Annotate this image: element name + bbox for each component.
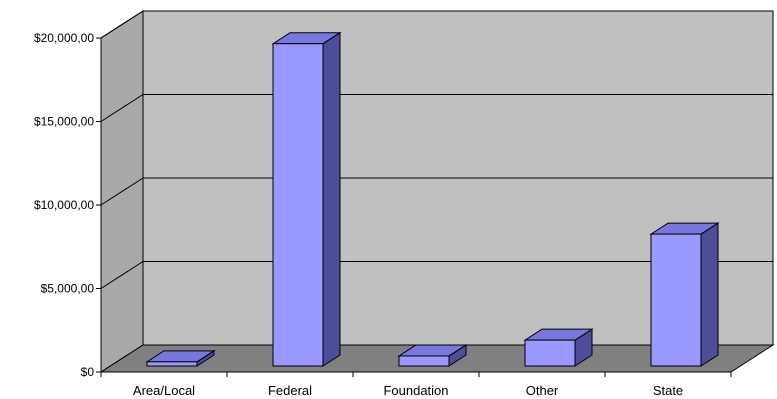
y-tick-label: $20,000,00 <box>34 31 94 45</box>
bar <box>145 349 216 367</box>
y-tick-label: $15,000,00 <box>34 115 94 129</box>
bar-front <box>146 361 198 367</box>
x-category-label: Area/Local <box>133 383 195 398</box>
bar-front <box>524 339 576 367</box>
x-category-label: Other <box>526 383 559 398</box>
x-category-label: State <box>653 383 683 398</box>
x-category-label: Federal <box>268 383 312 398</box>
y-axis-ticks: $0 $5,000,00 $10,000,00 $15,000,00 $20,000,0… <box>34 31 101 379</box>
bar <box>397 344 468 367</box>
bar-side <box>322 31 341 367</box>
y-tick-label: $10,000,00 <box>34 198 94 212</box>
bar <box>523 328 594 367</box>
bars <box>145 31 720 367</box>
bar-front <box>398 355 450 367</box>
y-tick-label: $5,000,00 <box>41 282 95 296</box>
bar <box>271 31 342 367</box>
bar-side <box>700 222 719 367</box>
bar-front <box>272 43 324 367</box>
gridlines <box>100 10 773 289</box>
gridline <box>100 177 773 206</box>
bar <box>649 222 720 367</box>
gridline <box>100 261 773 289</box>
gridline <box>100 94 773 122</box>
y-tick-label: $0 <box>81 365 95 379</box>
x-category-label: Foundation <box>383 383 448 398</box>
bar-front <box>650 233 702 367</box>
gridline <box>100 10 773 39</box>
x-axis-labels: Area/Local Federal Foundation Other State <box>133 383 683 398</box>
